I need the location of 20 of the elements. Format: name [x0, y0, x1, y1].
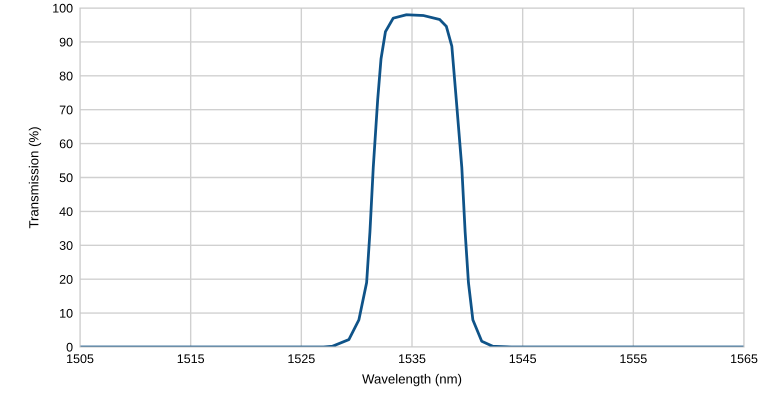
x-tick-label: 1535: [399, 354, 426, 364]
y-axis-title: Transmission (%): [28, 127, 42, 228]
y-tick-label: 70: [60, 106, 73, 114]
x-tick-label: 1505: [67, 354, 94, 364]
y-tick-label: 20: [60, 275, 73, 284]
x-tick-label: 1515: [178, 354, 204, 364]
y-tick-label: 100: [53, 4, 73, 13]
y-tick-label: 40: [59, 207, 73, 216]
x-tick-label: 1555: [620, 354, 647, 364]
y-tick-label: 50: [60, 173, 73, 182]
x-tick-label: 1565: [731, 354, 758, 364]
y-tick-label: 80: [60, 72, 73, 80]
y-tick-label: 0: [66, 342, 73, 352]
x-tick-label: 1545: [510, 354, 536, 364]
y-tick-label: 10: [60, 308, 73, 318]
y-tick-label: 60: [60, 139, 73, 148]
x-tick-label: 1525: [288, 354, 315, 364]
y-tick-label: 90: [60, 38, 73, 47]
x-axis-title: Wavelength (nm): [362, 374, 462, 386]
y-tick-label: 30: [60, 241, 73, 250]
